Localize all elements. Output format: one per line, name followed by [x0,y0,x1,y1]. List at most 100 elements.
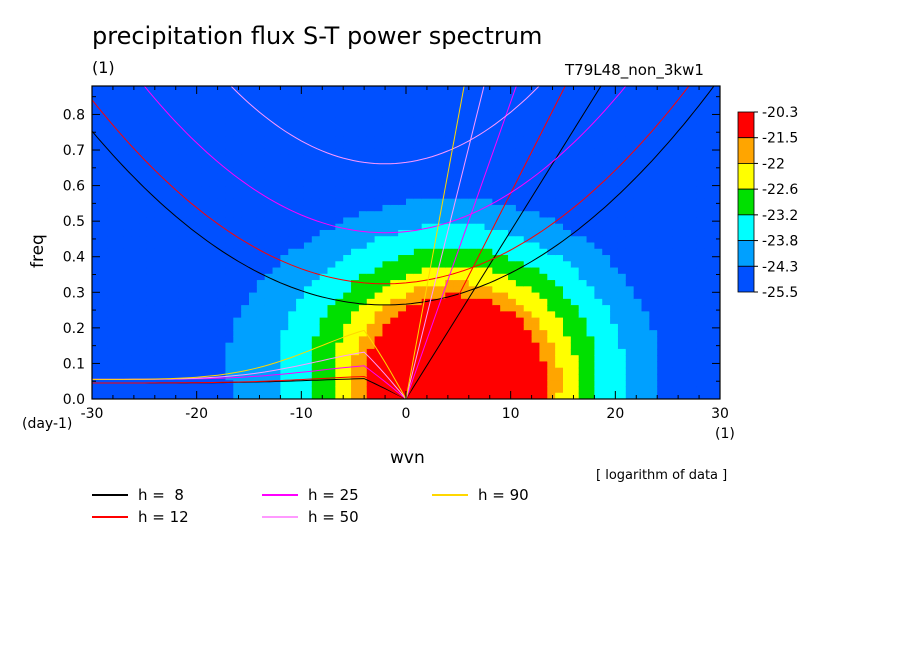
heatmap-cell [217,211,227,219]
heatmap-cell [492,198,501,206]
heatmap-cell [586,229,595,237]
heatmap-cell [366,392,376,399]
heatmap-cell [99,292,109,300]
heatmap-cell [358,242,368,250]
heatmap-cell [484,336,493,344]
heatmap-cell [688,111,698,118]
x-tick-label: -30 [81,406,104,422]
heatmap-cell [335,111,344,118]
heatmap-cell [186,386,195,394]
heatmap-cell [563,348,572,356]
heatmap-cell [476,117,486,125]
heatmap-cell [178,154,187,162]
heatmap-cell [146,392,156,399]
heatmap-cell [413,336,423,344]
heatmap-cell [531,373,541,381]
legend-item: h = 8 [92,486,184,504]
heatmap-cell [303,98,313,106]
heatmap-cell [508,298,517,306]
heatmap-cell [602,173,611,181]
heatmap-cell [445,167,454,175]
heatmap-cell [625,392,635,399]
heatmap-cell [139,223,148,231]
heatmap-cell [296,154,305,162]
heatmap-cell [476,280,486,287]
heatmap-cell [225,173,234,181]
heatmap-cell [657,223,666,231]
heatmap-cell [610,204,619,212]
heatmap-cell [468,361,478,369]
heatmap-cell [649,167,658,175]
heatmap-cell [303,261,313,269]
heatmap-cell [617,292,627,300]
heatmap-cell [288,161,297,168]
kelvin-line [405,86,602,399]
heatmap-cell [413,355,423,363]
heatmap-cell [453,348,462,356]
heatmap-cell [296,173,305,181]
heatmap-cell [280,192,289,200]
heatmap-cell [264,255,274,262]
heatmap-cell [555,104,564,112]
heatmap-cell [453,161,462,168]
heatmap-cell [131,311,140,319]
heatmap-cell [303,355,313,363]
heatmap-cell [468,342,478,350]
heatmap-cell [351,104,360,112]
colorbar-label: -23.8 [762,234,798,250]
heatmap-cell [241,336,250,344]
heatmap-cell [358,305,368,312]
heatmap-cell [131,280,140,287]
heatmap-cell [453,355,462,363]
heatmap-cell [468,229,478,237]
heatmap-cell [610,380,619,388]
heatmap-cell [139,148,148,156]
heatmap-cell [586,217,595,225]
heatmap-cell [672,161,682,168]
heatmap-cell [194,186,203,194]
heatmap-cell [578,355,588,363]
heatmap-cell [680,179,690,187]
heatmap-cell [641,361,650,369]
heatmap-cell [288,305,297,312]
heatmap-cell [131,148,140,156]
heatmap-cell [241,330,250,337]
heatmap-cell [256,323,266,331]
heatmap-cell [500,286,509,294]
heatmap-cell [633,104,643,112]
heatmap-cell [107,280,117,287]
heatmap-cell [665,305,674,312]
heatmap-cell [280,267,289,275]
heatmap-cell [162,386,172,394]
heatmap-cell [398,248,407,256]
heatmap-cell [256,142,266,150]
heatmap-cell [570,323,580,331]
heatmap-cell [515,98,525,106]
heatmap-cell [523,280,533,287]
heatmap-cell [696,123,705,131]
heatmap-cell [256,98,266,106]
heatmap-cell [170,280,179,287]
heatmap-cell [712,317,720,325]
heatmap-cell [657,236,666,244]
heatmap-cell [531,129,541,137]
heatmap-cell [641,161,650,168]
heatmap-cell [492,311,501,319]
heatmap-cell [508,179,517,187]
heatmap-cell [272,323,281,331]
heatmap-cell [374,204,384,212]
heatmap-cell [665,330,674,337]
heatmap-cell [594,92,603,100]
kelvin-line [405,86,485,399]
heatmap-cell [570,355,580,363]
heatmap-cell [617,242,627,250]
heatmap-cell [421,261,431,269]
heatmap-cell [272,179,281,187]
heatmap-cell [241,186,250,194]
heatmap-cell [303,186,313,194]
heatmap-cell [398,98,407,106]
heatmap-cell [712,267,720,275]
heatmap-cell [303,167,313,175]
heatmap-cell [460,179,470,187]
heatmap-cell [194,167,203,175]
